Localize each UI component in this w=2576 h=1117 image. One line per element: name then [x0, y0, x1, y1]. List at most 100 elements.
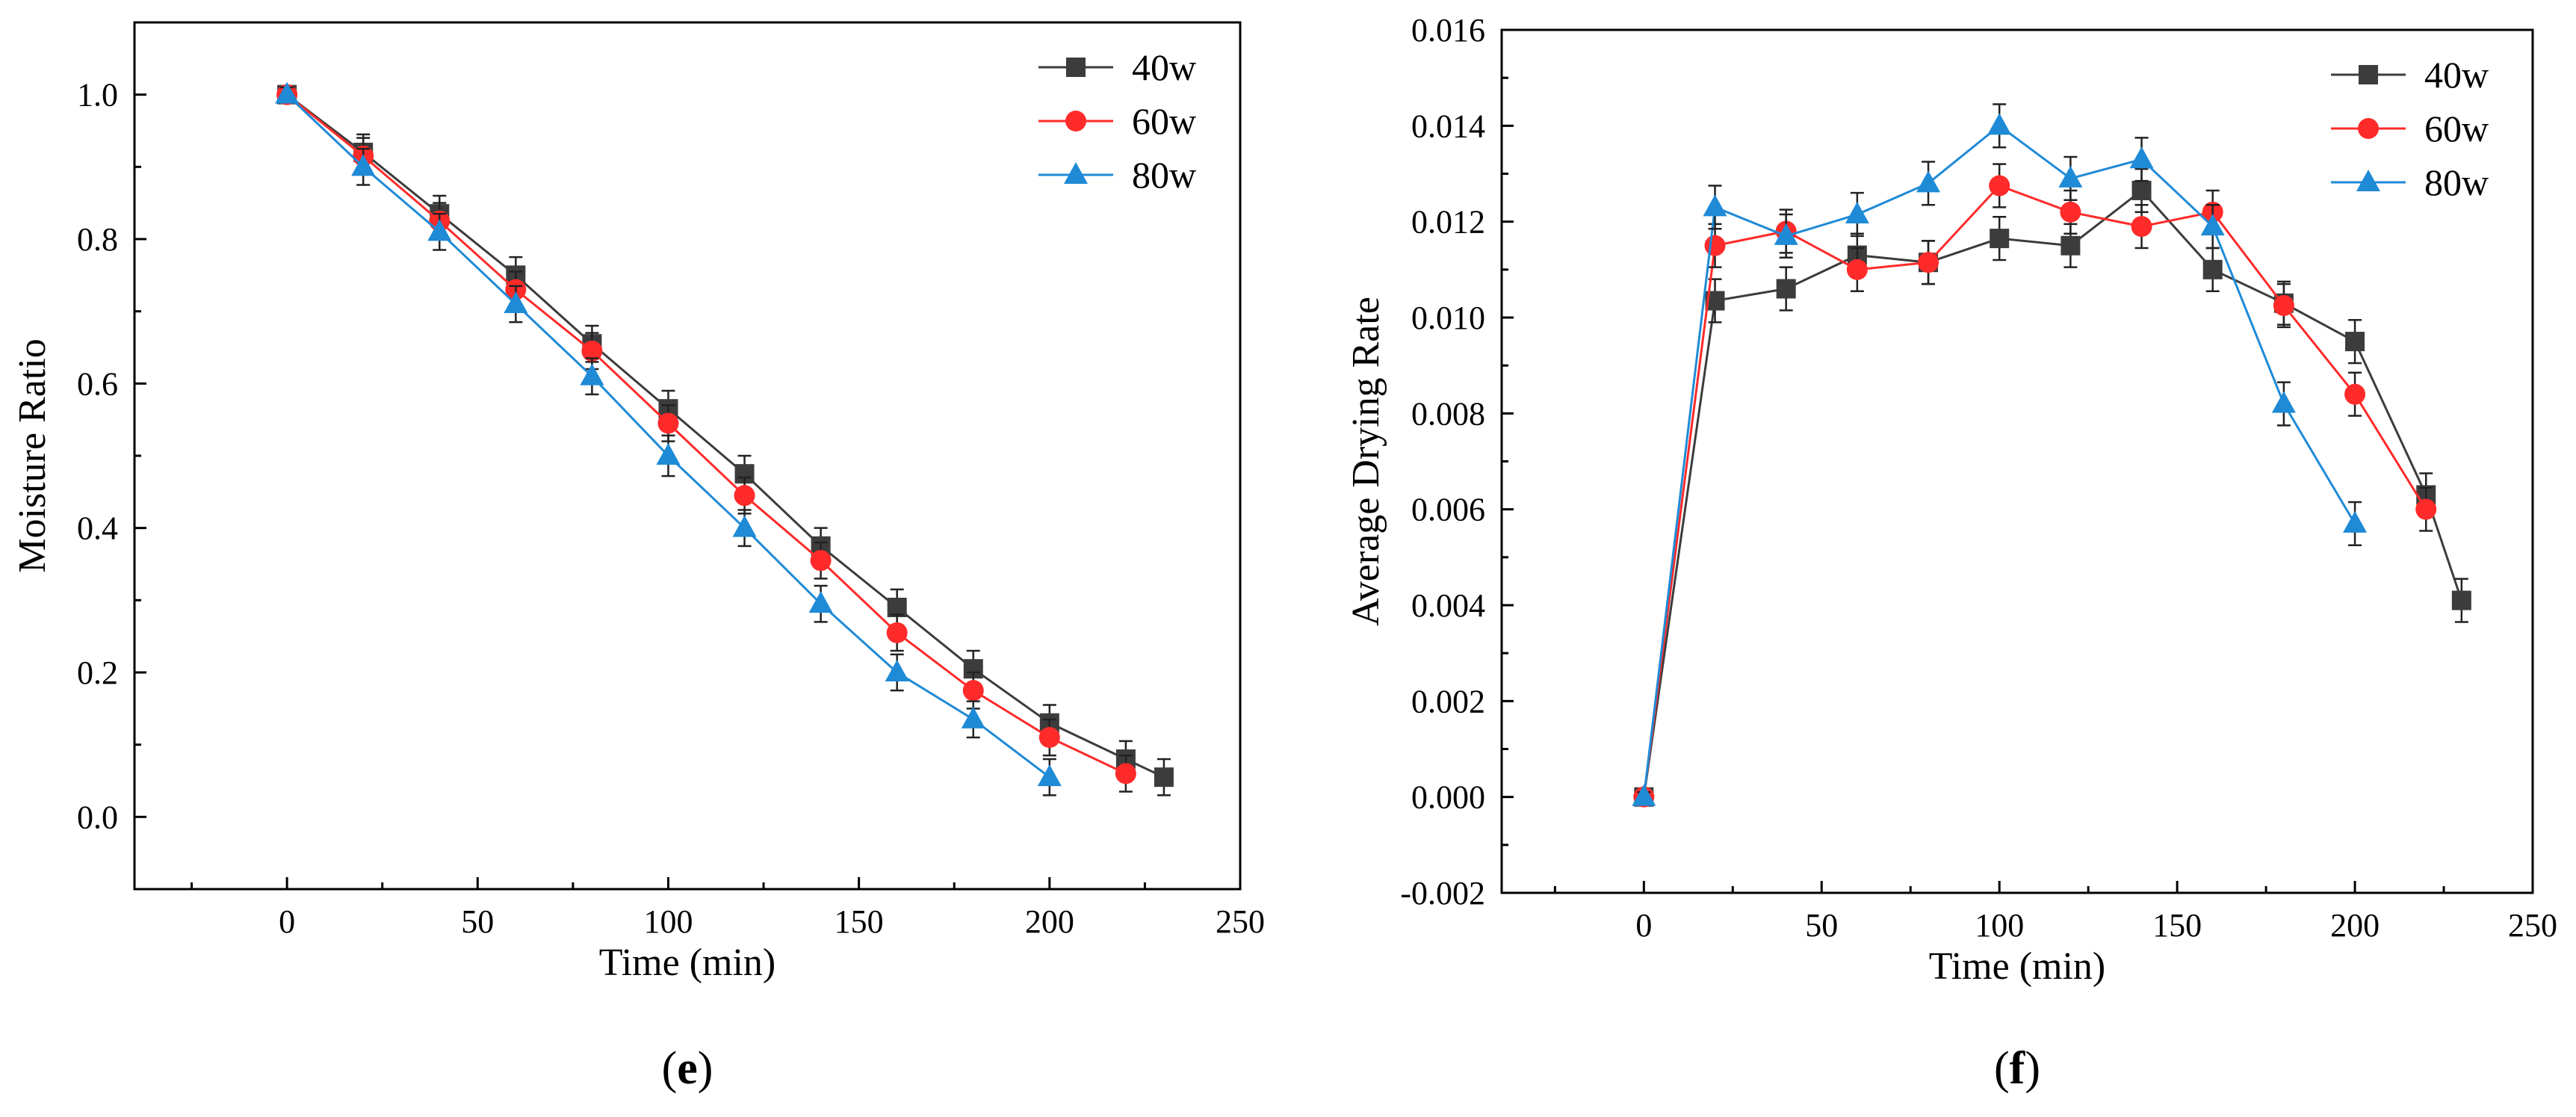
x-tick-label: 200 — [2330, 907, 2380, 944]
legend-marker — [1064, 162, 1088, 184]
data-point — [504, 291, 528, 313]
legend-label: 80w — [1132, 154, 1196, 196]
y-tick-label: 0.4 — [77, 510, 118, 547]
y-tick-label: 0.8 — [77, 221, 118, 258]
data-point — [732, 515, 757, 537]
data-point — [1918, 252, 1939, 273]
data-point — [885, 660, 909, 681]
series-60w — [1633, 163, 2437, 808]
data-point — [2060, 201, 2081, 223]
y-tick-label: 0.012 — [1411, 204, 1485, 241]
data-point — [734, 485, 755, 507]
legend: 40w 60w 80w — [1038, 46, 1196, 196]
y-tick-label: 0.0 — [77, 799, 118, 835]
data-point — [2451, 590, 2471, 610]
legend-marker — [2359, 65, 2378, 84]
data-point — [2273, 294, 2294, 316]
chart-moisture-ratio: 0 50 100 150 200 250 0.0 0.2 0.4 0.6 0.8 1.0 Time (m… — [11, 21, 1265, 1094]
y-tick-label: 0.2 — [77, 655, 118, 691]
legend-label: 80w — [2424, 161, 2489, 203]
data-point — [1916, 170, 1941, 193]
x-tick-label: 250 — [2508, 907, 2557, 944]
data-point — [962, 680, 984, 702]
data-point — [1990, 229, 2010, 249]
data-point — [1038, 727, 1060, 748]
data-point — [2131, 216, 2152, 238]
x-axis-title: Time (min) — [1929, 945, 2105, 988]
series-40w — [1634, 167, 2471, 807]
data-point — [2061, 235, 2081, 256]
data-point — [1846, 259, 1868, 280]
panel-letter: e — [677, 1043, 698, 1094]
data-point — [2202, 259, 2223, 279]
data-point — [2131, 180, 2152, 200]
y-tick-label: 0.016 — [1411, 12, 1485, 49]
y-tick-label: 0.006 — [1411, 492, 1485, 528]
series-60w — [276, 84, 1136, 793]
y-tick-label: 0.004 — [1411, 587, 1485, 624]
y-tick-label: -0.002 — [1400, 875, 1485, 912]
data-point — [886, 622, 908, 643]
x-tick-label: 50 — [461, 903, 494, 940]
data-point — [1704, 235, 1726, 256]
x-tick-label: 100 — [1975, 907, 2024, 944]
data-point — [1774, 223, 1798, 245]
x-tick-label: 100 — [643, 903, 693, 940]
data-point — [1989, 175, 2010, 197]
data-point — [1115, 763, 1136, 785]
legend-marker — [2356, 170, 2380, 191]
x-axis-title: Time (min) — [599, 941, 775, 984]
y-axis-title: Moisture Ratio — [11, 338, 54, 572]
data-point — [810, 550, 832, 572]
y-axis-title: Average Drying Rate — [1345, 297, 1387, 626]
legend-label: 60w — [2424, 108, 2489, 149]
legend-label: 60w — [1132, 100, 1196, 142]
data-point — [1632, 784, 1656, 806]
data-point — [1845, 202, 1869, 224]
x-tick-label: 200 — [1025, 903, 1074, 940]
data-point — [2343, 510, 2368, 533]
data-point — [1037, 764, 1062, 787]
y-tick-label: 0.002 — [1411, 683, 1485, 720]
data-point — [1987, 113, 2012, 135]
y-tick-label: 0.008 — [1411, 395, 1485, 432]
legend-label: 40w — [2424, 54, 2489, 96]
legend-marker — [1065, 111, 1086, 131]
data-point — [2345, 332, 2365, 352]
series-line — [286, 93, 1127, 775]
data-point — [427, 219, 452, 241]
data-point — [580, 363, 604, 386]
data-point — [2058, 165, 2083, 188]
y-tick-label: 0.6 — [77, 365, 118, 402]
data-point — [1776, 279, 1796, 299]
series-line — [286, 93, 1165, 779]
legend-marker — [1066, 58, 1086, 77]
x-tick-label: 150 — [835, 903, 884, 940]
data-point — [656, 443, 681, 465]
series-40w — [277, 84, 1174, 796]
x-tick-label: 150 — [2152, 907, 2202, 944]
panel-label: (e) — [662, 1043, 713, 1094]
data-point — [2271, 391, 2296, 413]
data-point — [961, 706, 985, 728]
plot-frame — [133, 21, 1242, 891]
series-80w — [1632, 103, 2368, 806]
series-line — [1642, 188, 2463, 797]
y-tick-label: 0.010 — [1411, 300, 1485, 336]
data-point — [808, 591, 833, 613]
data-point — [657, 412, 679, 434]
x-tick-label: 0 — [1635, 907, 1652, 944]
data-point — [2344, 383, 2366, 405]
data-point — [351, 154, 376, 176]
series-line — [1642, 184, 2427, 797]
plot-frame — [1500, 28, 2534, 894]
panel-letter: f — [2010, 1043, 2026, 1094]
panel-label: (f) — [1994, 1043, 2040, 1094]
series-80w — [275, 81, 1062, 796]
x-tick-label: 250 — [1216, 903, 1265, 940]
y-tick-label: 1.0 — [77, 77, 118, 114]
data-point — [581, 340, 603, 362]
y-tick-label: 0.000 — [1411, 779, 1485, 816]
x-tick-label: 50 — [1805, 907, 1838, 944]
